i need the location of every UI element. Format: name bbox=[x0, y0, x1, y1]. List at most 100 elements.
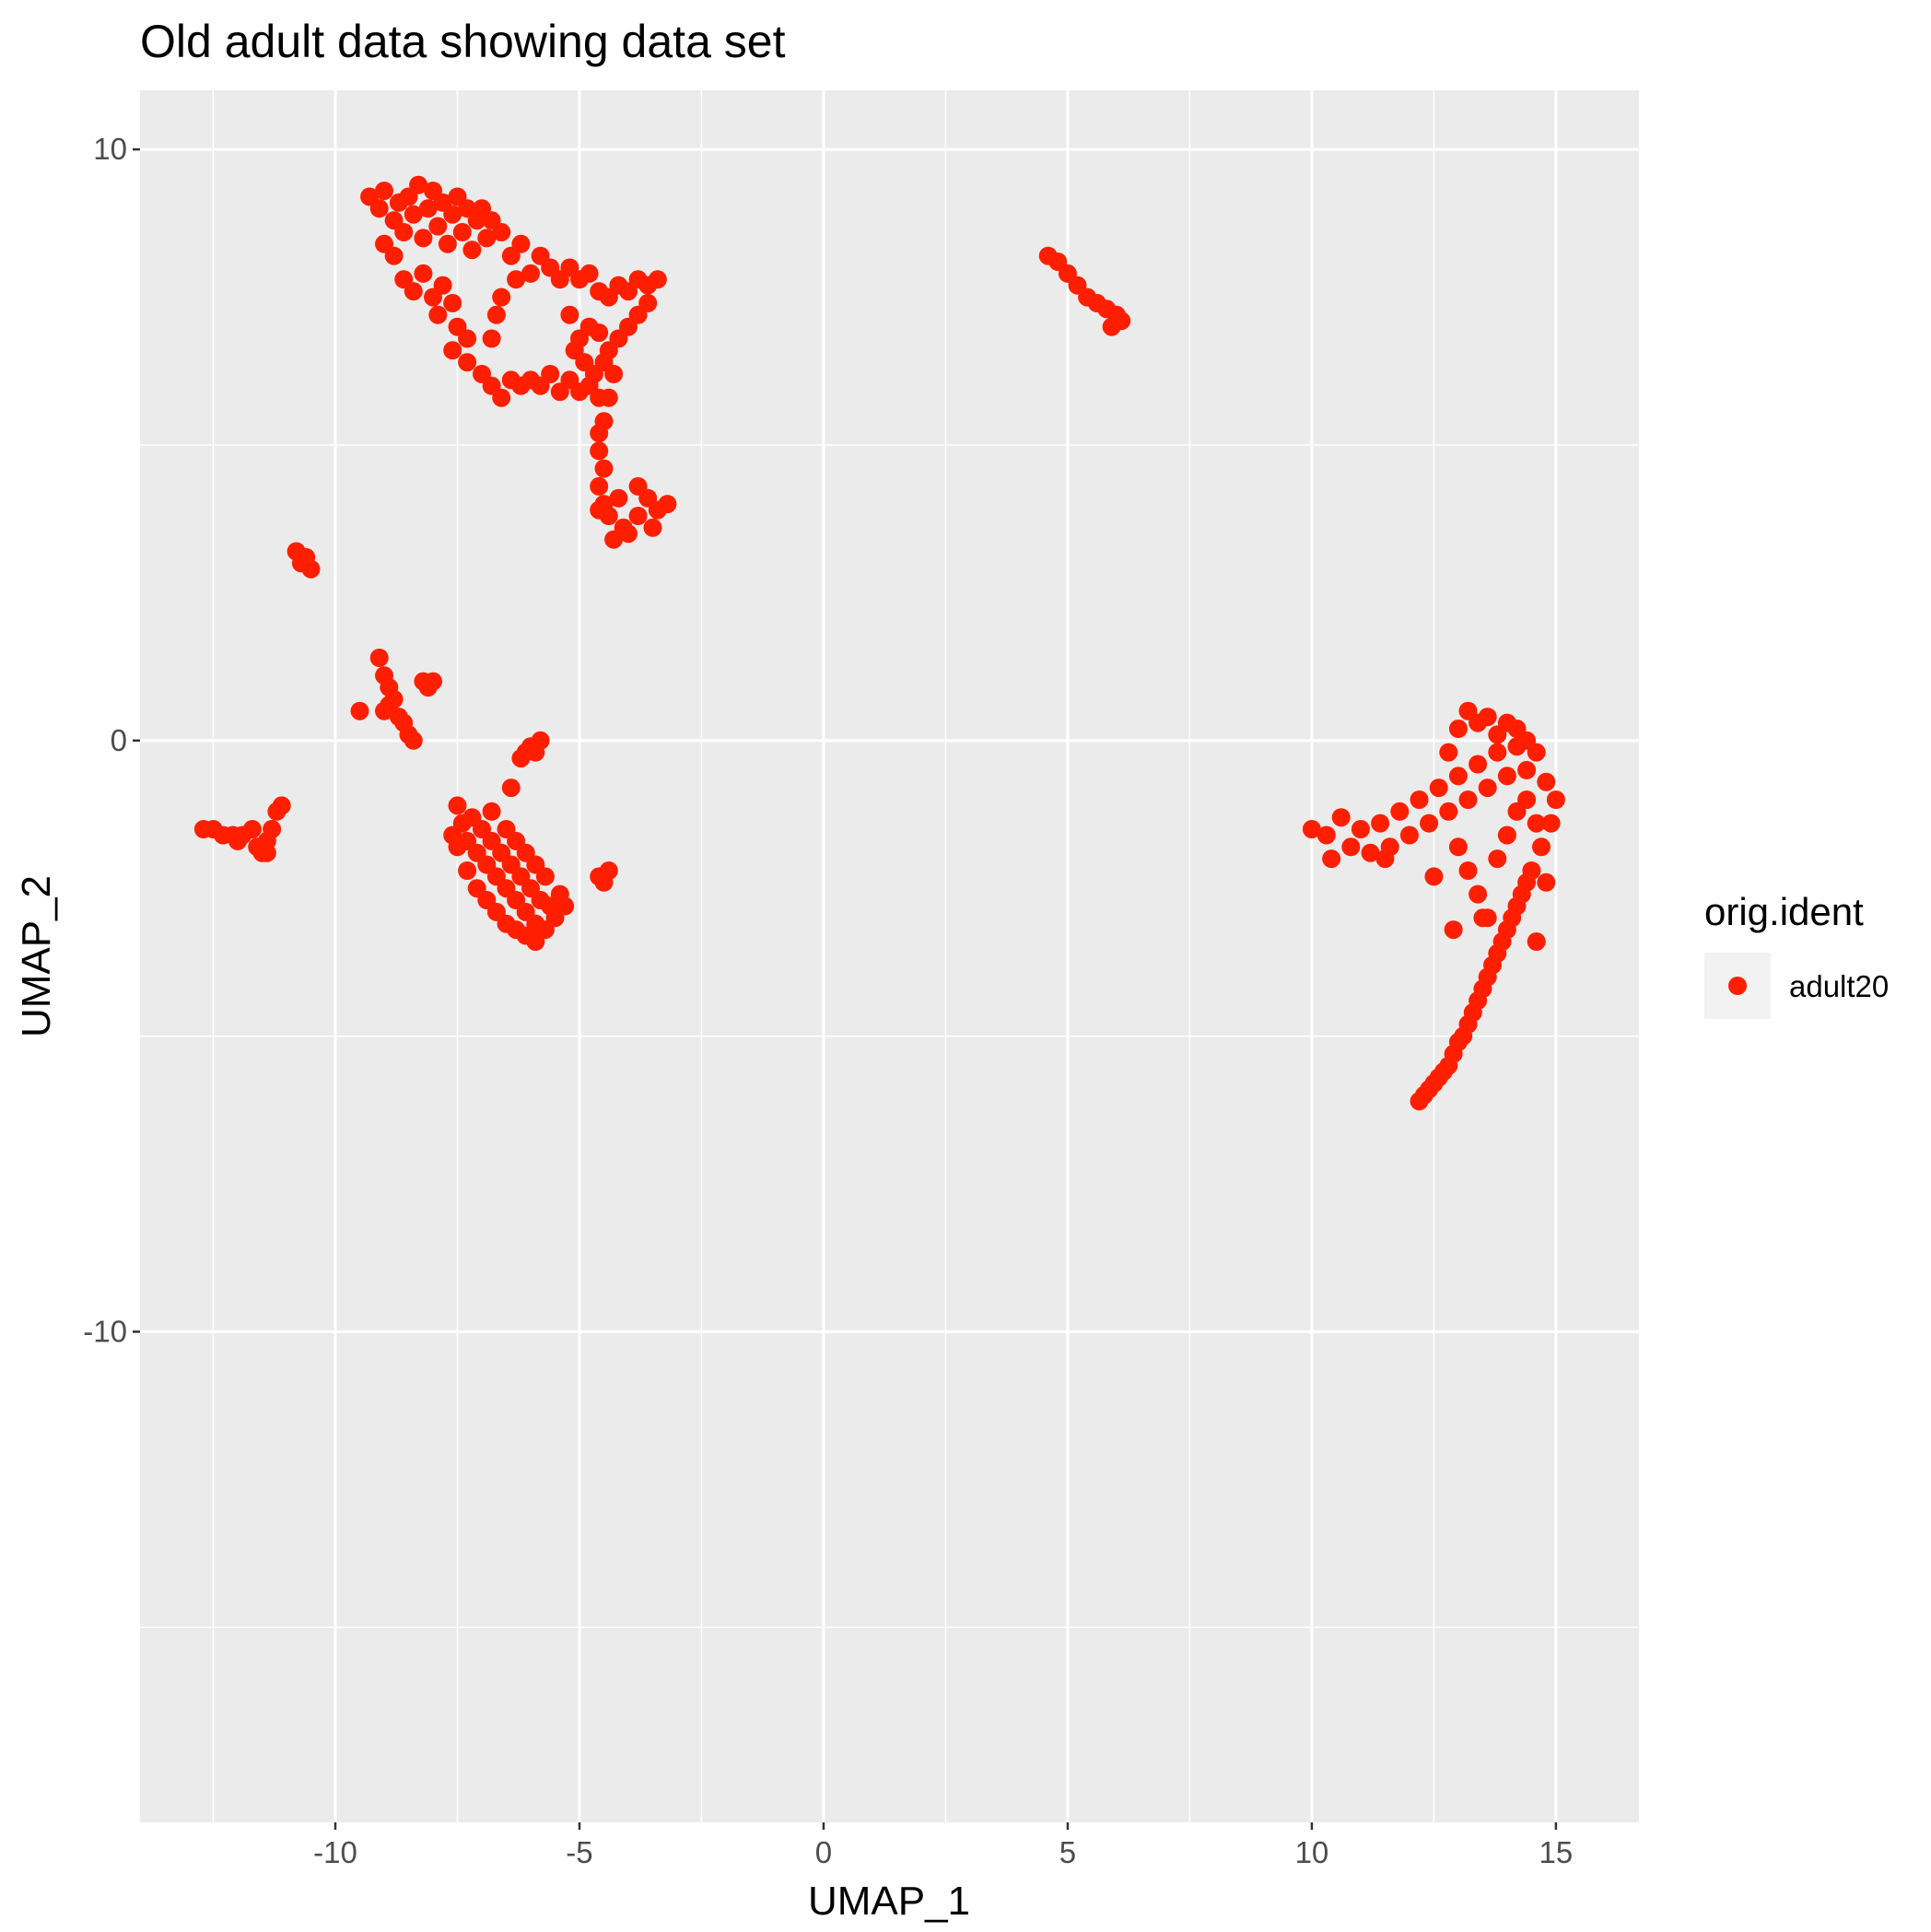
y-tick-label: 10 bbox=[93, 132, 127, 166]
data-point bbox=[1478, 708, 1497, 727]
data-point bbox=[477, 228, 497, 248]
plot-panel bbox=[140, 90, 1639, 1822]
data-point bbox=[1458, 790, 1478, 809]
data-point bbox=[492, 388, 511, 407]
data-point bbox=[628, 476, 648, 496]
data-point bbox=[433, 275, 452, 295]
data-point bbox=[1424, 867, 1444, 886]
data-point bbox=[1439, 1056, 1458, 1075]
data-point bbox=[1420, 814, 1439, 833]
data-point bbox=[1448, 1033, 1468, 1051]
data-point bbox=[1532, 837, 1551, 857]
data-point bbox=[1331, 808, 1351, 827]
data-point bbox=[1478, 779, 1497, 798]
x-tick-label: 15 bbox=[1539, 1835, 1574, 1869]
data-point bbox=[448, 796, 467, 815]
data-point bbox=[242, 820, 262, 838]
data-point bbox=[526, 932, 545, 951]
data-point bbox=[1517, 760, 1537, 779]
data-point bbox=[1546, 790, 1565, 809]
data-point bbox=[1361, 843, 1380, 862]
x-tick-label: 10 bbox=[1295, 1835, 1329, 1869]
data-point bbox=[1302, 820, 1321, 838]
data-point bbox=[594, 872, 614, 892]
legend-label-adult20: adult20 bbox=[1789, 969, 1889, 1003]
data-point bbox=[1444, 920, 1463, 940]
data-point bbox=[511, 234, 531, 253]
data-point bbox=[424, 672, 442, 691]
data-point bbox=[1497, 920, 1516, 940]
data-point bbox=[1469, 755, 1488, 774]
data-point bbox=[1517, 872, 1537, 892]
data-point bbox=[443, 341, 462, 360]
data-point bbox=[590, 441, 609, 461]
data-point bbox=[658, 495, 677, 514]
data-point bbox=[404, 282, 423, 301]
data-point bbox=[590, 476, 609, 496]
data-point bbox=[1351, 820, 1370, 838]
data-points bbox=[193, 175, 1565, 1111]
data-point bbox=[1527, 814, 1546, 833]
data-point bbox=[438, 234, 457, 253]
data-point bbox=[501, 779, 521, 798]
data-point bbox=[1375, 849, 1395, 869]
data-point bbox=[443, 205, 462, 224]
data-point bbox=[1478, 967, 1497, 987]
data-point bbox=[1102, 317, 1121, 336]
data-point bbox=[1488, 849, 1507, 869]
data-point bbox=[1488, 943, 1507, 963]
data-point bbox=[590, 500, 609, 520]
data-point bbox=[1439, 743, 1458, 762]
data-point bbox=[590, 424, 609, 443]
data-point bbox=[384, 246, 404, 265]
data-point bbox=[535, 867, 555, 886]
data-point bbox=[428, 217, 448, 236]
data-point bbox=[492, 223, 511, 241]
y-axis-ticks: -10 0 10 bbox=[83, 132, 140, 1348]
data-point bbox=[458, 329, 477, 348]
data-point bbox=[492, 287, 511, 307]
data-point bbox=[443, 294, 462, 312]
grid-major-lines bbox=[140, 90, 1639, 1822]
data-point bbox=[594, 459, 614, 478]
data-point bbox=[443, 825, 462, 845]
data-point bbox=[482, 329, 501, 348]
data-point bbox=[1469, 884, 1488, 904]
data-point bbox=[409, 175, 428, 194]
data-point bbox=[619, 524, 638, 544]
data-point bbox=[458, 353, 477, 372]
data-point bbox=[599, 388, 618, 407]
data-point bbox=[301, 559, 321, 579]
data-point bbox=[350, 701, 369, 720]
data-point bbox=[263, 820, 282, 838]
data-point bbox=[1448, 767, 1468, 786]
data-point bbox=[1399, 825, 1419, 845]
x-tick-label: 5 bbox=[1059, 1835, 1076, 1869]
data-point bbox=[369, 199, 389, 218]
y-tick-label: 0 bbox=[111, 723, 127, 757]
data-point bbox=[257, 843, 276, 862]
data-point bbox=[369, 649, 389, 667]
data-point bbox=[1488, 743, 1507, 762]
data-point bbox=[414, 263, 433, 283]
data-point bbox=[1497, 767, 1516, 786]
x-tick-label: -5 bbox=[566, 1835, 592, 1869]
data-point bbox=[579, 263, 599, 283]
data-point bbox=[1341, 837, 1361, 857]
data-point bbox=[462, 240, 482, 260]
data-point bbox=[1541, 814, 1561, 833]
y-tick-label: -10 bbox=[83, 1314, 127, 1348]
data-point bbox=[643, 518, 662, 537]
data-point bbox=[404, 731, 423, 750]
data-point bbox=[628, 507, 648, 525]
data-point bbox=[1517, 731, 1537, 750]
data-point bbox=[609, 488, 628, 508]
data-point bbox=[541, 365, 560, 383]
data-point bbox=[404, 205, 423, 224]
data-point bbox=[482, 802, 501, 821]
data-point bbox=[272, 796, 291, 815]
x-tick-label: 0 bbox=[815, 1835, 832, 1869]
data-point bbox=[428, 305, 448, 324]
x-axis-ticks: -10 -5 0 5 10 15 bbox=[313, 1822, 1573, 1869]
data-point bbox=[604, 530, 624, 549]
